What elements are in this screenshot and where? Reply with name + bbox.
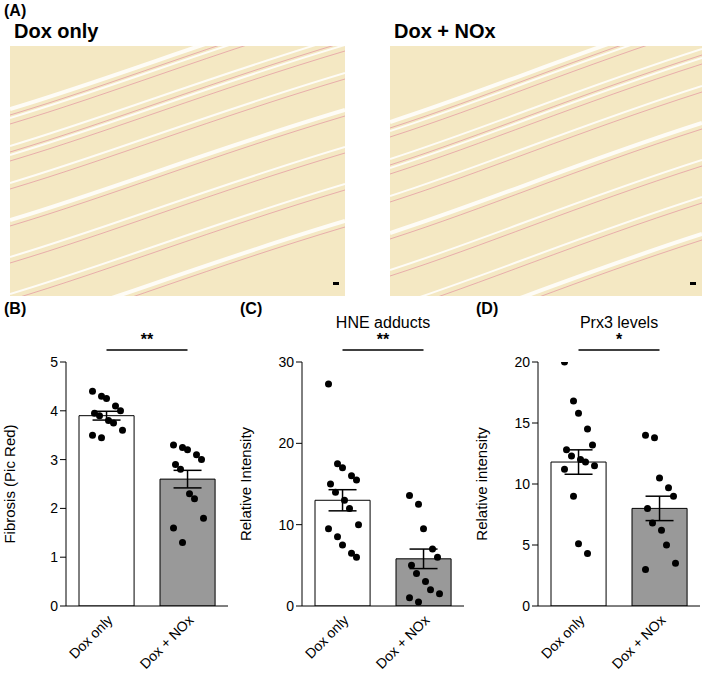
svg-text:10: 10 — [514, 476, 530, 492]
html-text:Prx3 levels: Prx3 levels — [579, 314, 659, 331]
svg-text:Dox + NOx: Dox + NOx — [137, 612, 197, 672]
svg-text:3: 3 — [50, 452, 58, 468]
svg-text:5: 5 — [522, 537, 530, 553]
svg-text:Dox only: Dox only — [302, 612, 352, 662]
svg-text:0: 0 — [50, 598, 58, 614]
svg-text:Fibrosis (Pic Red): Fibrosis (Pic Red) — [1, 424, 18, 543]
svg-text:Dox only: Dox only — [66, 612, 116, 662]
svg-text:0: 0 — [286, 598, 294, 614]
svg-text:Relative Intensity: Relative Intensity — [237, 426, 254, 541]
svg-text:2: 2 — [50, 500, 58, 516]
svg-text:1: 1 — [50, 549, 58, 565]
html-text:(A): (A) — [4, 2, 27, 19]
svg-text:4: 4 — [50, 403, 58, 419]
svg-text:20: 20 — [278, 435, 294, 451]
html-text:Dox + NOx: Dox + NOx — [394, 20, 496, 42]
html-text:(D): (D) — [476, 300, 499, 317]
svg-text:0: 0 — [522, 598, 530, 614]
html-text:HNE adducts: HNE adducts — [335, 314, 431, 331]
svg-text:30: 30 — [278, 354, 294, 370]
html-text:Dox only: Dox only — [14, 20, 99, 42]
html-text:(C): (C) — [240, 300, 263, 317]
svg-text:15: 15 — [514, 415, 530, 431]
svg-text:5: 5 — [50, 354, 58, 370]
svg-text:10: 10 — [278, 517, 294, 533]
html-text:(B): (B) — [4, 300, 27, 317]
svg-text:20: 20 — [514, 354, 530, 370]
svg-text:Dox + NOx: Dox + NOx — [373, 612, 433, 672]
svg-text:Relative intensity: Relative intensity — [473, 427, 490, 541]
svg-text:Dox + NOx: Dox + NOx — [609, 612, 669, 672]
svg-text:Dox only: Dox only — [538, 612, 588, 662]
